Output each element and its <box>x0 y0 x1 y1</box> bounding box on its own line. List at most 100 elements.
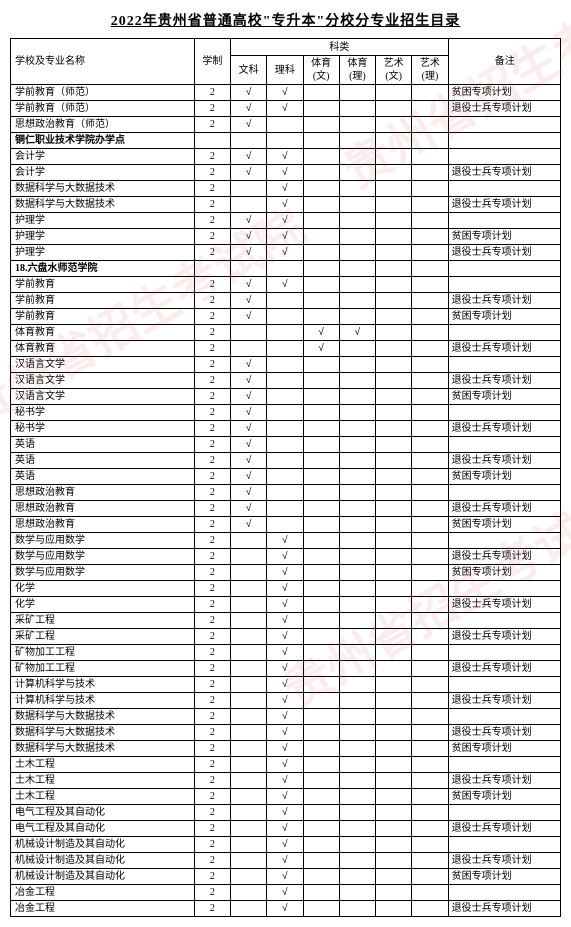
xuezhi-value: 2 <box>194 245 230 261</box>
table-row: 学前教育（师范）2√√贫困专项计划 <box>11 85 561 101</box>
tiyu-li-check <box>339 261 375 277</box>
tiyu-wen-check <box>303 661 339 677</box>
note-value <box>448 837 560 853</box>
table-row: 学前教育（师范）2√√退役士兵专项计划 <box>11 101 561 117</box>
yishu-li-check <box>412 437 448 453</box>
tiyu-li-check <box>339 149 375 165</box>
major-name: 思想政治教育 <box>11 485 195 501</box>
tiyu-li-check <box>339 293 375 309</box>
note-value: 退役士兵专项计划 <box>448 773 560 789</box>
major-name: 思想政治教育 <box>11 501 195 517</box>
major-name: 采矿工程 <box>11 629 195 645</box>
tiyu-wen-check <box>303 565 339 581</box>
note-value: 退役士兵专项计划 <box>448 453 560 469</box>
wenke-check <box>230 565 266 581</box>
tiyu-wen-check <box>303 165 339 181</box>
tiyu-wen-check <box>303 405 339 421</box>
yishu-wen-check <box>376 421 412 437</box>
major-name: 护理学 <box>11 213 195 229</box>
yishu-wen-check <box>376 741 412 757</box>
note-value: 贫困专项计划 <box>448 309 560 325</box>
tiyu-wen-check: √ <box>303 325 339 341</box>
like-check <box>267 517 303 533</box>
like-check <box>267 485 303 501</box>
yishu-li-check <box>412 869 448 885</box>
yishu-li-check <box>412 165 448 181</box>
yishu-wen-check <box>376 629 412 645</box>
tiyu-wen-check <box>303 293 339 309</box>
like-check: √ <box>267 805 303 821</box>
major-name: 学前教育（师范） <box>11 85 195 101</box>
like-check <box>267 117 303 133</box>
yishu-wen-check <box>376 565 412 581</box>
tiyu-wen-check <box>303 117 339 133</box>
major-name: 秘书学 <box>11 421 195 437</box>
table-row: 计算机科学与技术2√退役士兵专项计划 <box>11 693 561 709</box>
tiyu-wen-check <box>303 517 339 533</box>
major-name: 秘书学 <box>11 405 195 421</box>
tiyu-wen-check <box>303 789 339 805</box>
like-check: √ <box>267 901 303 917</box>
yishu-li-check <box>412 501 448 517</box>
tiyu-li-check <box>339 709 375 725</box>
yishu-wen-check <box>376 757 412 773</box>
note-value <box>448 533 560 549</box>
xuezhi-value: 2 <box>194 725 230 741</box>
wenke-check: √ <box>230 405 266 421</box>
yishu-li-check <box>412 805 448 821</box>
major-name: 数据科学与大数据技术 <box>11 709 195 725</box>
note-value <box>448 325 560 341</box>
tiyu-li-check <box>339 629 375 645</box>
wenke-check: √ <box>230 357 266 373</box>
yishu-li-check <box>412 469 448 485</box>
tiyu-wen-check <box>303 469 339 485</box>
table-row: 思想政治教育2√贫困专项计划 <box>11 517 561 533</box>
xuezhi-value: 2 <box>194 213 230 229</box>
like-check: √ <box>267 645 303 661</box>
tiyu-wen-check <box>303 213 339 229</box>
tiyu-wen-check <box>303 309 339 325</box>
yishu-wen-check <box>376 229 412 245</box>
tiyu-wen-check <box>303 533 339 549</box>
major-name: 机械设计制造及其自动化 <box>11 869 195 885</box>
xuezhi-value: 2 <box>194 661 230 677</box>
wenke-check <box>230 581 266 597</box>
major-name: 矿物加工工程 <box>11 661 195 677</box>
tiyu-wen-check <box>303 581 339 597</box>
yishu-li-check <box>412 901 448 917</box>
wenke-check <box>230 885 266 901</box>
xuezhi-value: 2 <box>194 741 230 757</box>
like-check <box>267 373 303 389</box>
wenke-check <box>230 533 266 549</box>
tiyu-li-check <box>339 469 375 485</box>
like-check: √ <box>267 181 303 197</box>
yishu-wen-check <box>376 261 412 277</box>
wenke-check: √ <box>230 501 266 517</box>
note-value: 退役士兵专项计划 <box>448 821 560 837</box>
wenke-check <box>230 629 266 645</box>
major-name: 土木工程 <box>11 789 195 805</box>
yishu-li-check <box>412 325 448 341</box>
wenke-check <box>230 805 266 821</box>
table-row: 思想政治教育2√ <box>11 485 561 501</box>
wenke-check <box>230 613 266 629</box>
note-value <box>448 581 560 597</box>
tiyu-li-check <box>339 277 375 293</box>
yishu-wen-check <box>376 341 412 357</box>
like-check <box>267 309 303 325</box>
note-value <box>448 149 560 165</box>
xuezhi-value: 2 <box>194 149 230 165</box>
tiyu-li-check <box>339 645 375 661</box>
note-value <box>448 885 560 901</box>
tiyu-li-check <box>339 453 375 469</box>
yishu-li-check <box>412 277 448 293</box>
header-yishu-li: 艺术(理) <box>412 56 448 85</box>
header-like: 理科 <box>267 56 303 85</box>
note-value: 退役士兵专项计划 <box>448 853 560 869</box>
major-name: 数据科学与大数据技术 <box>11 741 195 757</box>
yishu-li-check <box>412 629 448 645</box>
tiyu-wen-check: √ <box>303 341 339 357</box>
like-check: √ <box>267 661 303 677</box>
yishu-li-check <box>412 661 448 677</box>
major-name: 体育教育 <box>11 325 195 341</box>
